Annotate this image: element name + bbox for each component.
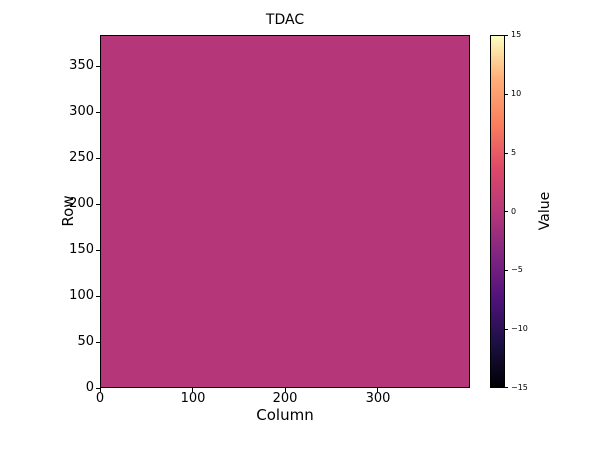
colorbar-tick-mark (505, 211, 508, 212)
colorbar-tick-label: 5 (511, 148, 517, 157)
x-tick-mark (377, 388, 378, 392)
y-tick-label: 250 (69, 150, 94, 165)
colorbar-tick-label: 10 (511, 89, 522, 98)
y-tick-label: 100 (69, 288, 94, 303)
colorbar-tick-mark (505, 153, 508, 154)
y-tick-label: 350 (69, 58, 94, 73)
y-tick-label: 200 (69, 196, 94, 211)
y-tick-mark (96, 66, 100, 67)
heatmap (101, 36, 469, 387)
y-tick-mark (96, 296, 100, 297)
y-tick-mark (96, 250, 100, 251)
colorbar-tick-mark (505, 329, 508, 330)
y-tick-label: 50 (77, 334, 94, 349)
colorbar-tick-mark (505, 387, 508, 388)
colorbar-tick-label: 15 (511, 30, 522, 39)
y-axis-label: Row (59, 195, 77, 227)
colorbar-tick-mark (505, 94, 508, 95)
y-tick-mark (96, 112, 100, 113)
y-tick-label: 0 (85, 380, 94, 395)
x-tick-label: 0 (95, 391, 105, 406)
y-tick-mark (96, 388, 100, 389)
x-tick-label: 300 (365, 391, 391, 406)
colorbar-axis-label: Value (537, 191, 553, 231)
colorbar-tick-label: −10 (511, 324, 528, 333)
y-tick-mark (96, 158, 100, 159)
colorbar-tick-mark (505, 270, 508, 271)
colorbar (490, 35, 505, 388)
colorbar-tick-label: −5 (511, 265, 523, 274)
x-tick-mark (285, 388, 286, 392)
y-tick-label: 150 (69, 242, 94, 257)
colorbar-tick-mark (505, 35, 508, 36)
y-tick-mark (96, 342, 100, 343)
y-tick-label: 300 (69, 104, 94, 119)
x-tick-label: 200 (272, 391, 298, 406)
axes (100, 35, 470, 388)
x-axis-label: Column (256, 406, 314, 424)
colorbar-tick-label: −15 (511, 383, 528, 392)
x-tick-label: 100 (180, 391, 206, 406)
x-tick-mark (192, 388, 193, 392)
x-tick-mark (100, 388, 101, 392)
y-tick-mark (96, 204, 100, 205)
plot-title: TDAC (265, 12, 305, 28)
colorbar-tick-label: 0 (511, 207, 517, 216)
